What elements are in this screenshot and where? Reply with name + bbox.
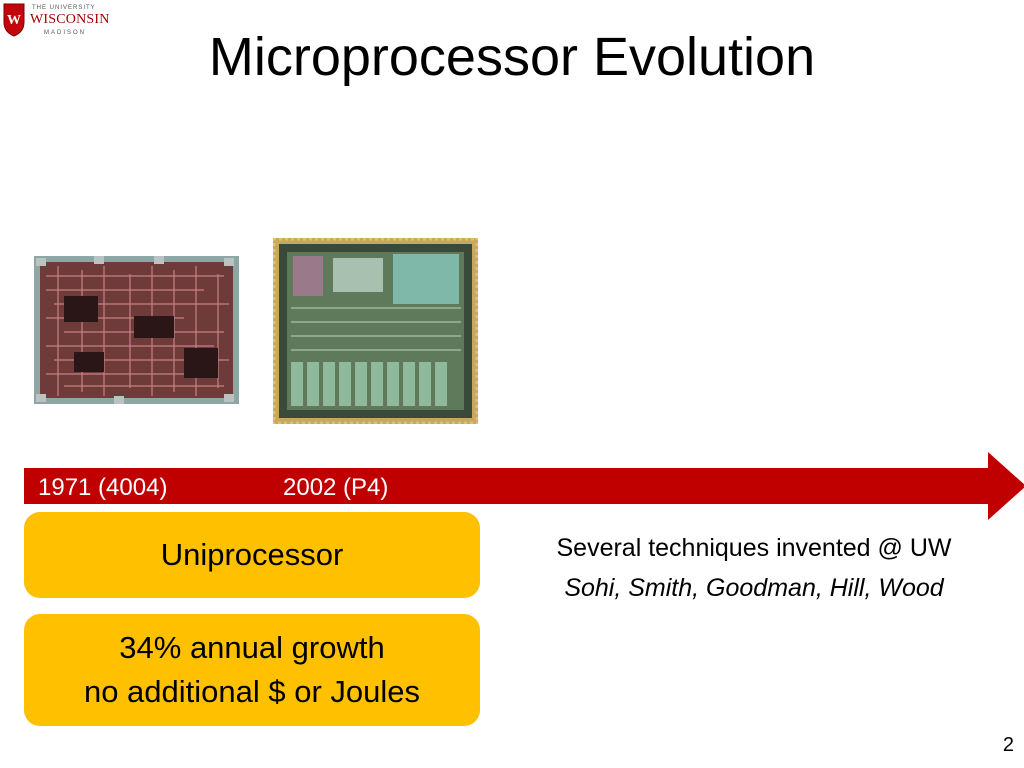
- timeline-arrow: [24, 452, 1024, 520]
- logo-line-2: WISCONSIN: [30, 12, 110, 27]
- growth-box: 34% annual growth no additional $ or Jou…: [24, 614, 480, 726]
- logo-line-1: THE UNIVERSITY: [32, 5, 96, 11]
- crest-letter: W: [7, 13, 21, 28]
- box-text: Uniprocessor: [160, 537, 344, 572]
- slide-title: Microprocessor Evolution: [208, 27, 816, 87]
- page-number: 2: [1002, 734, 1014, 756]
- notes-line: Several techniques invented @ UW: [556, 534, 952, 562]
- box-text-line-1: 34% annual growth: [119, 630, 385, 665]
- timeline-label-2002: 2002 (P4): [283, 474, 389, 501]
- crest-icon: W: [3, 3, 25, 37]
- uniprocessor-box: Uniprocessor: [24, 512, 480, 598]
- authors-line: Sohi, Smith, Goodman, Hill, Wood: [564, 574, 944, 602]
- notes: Several techniques invented @ UW Sohi, S…: [490, 528, 1018, 608]
- university-logo: W THE UNIVERSITY WISCONSIN MADISON: [0, 0, 110, 44]
- box-text-line-2: no additional $ or Joules: [83, 674, 421, 709]
- pentium4-die-image: [273, 238, 478, 424]
- logo-line-3: MADISON: [44, 30, 87, 36]
- timeline-label-1971: 1971 (4004): [38, 474, 168, 501]
- intel-4004-die-image: [34, 256, 239, 404]
